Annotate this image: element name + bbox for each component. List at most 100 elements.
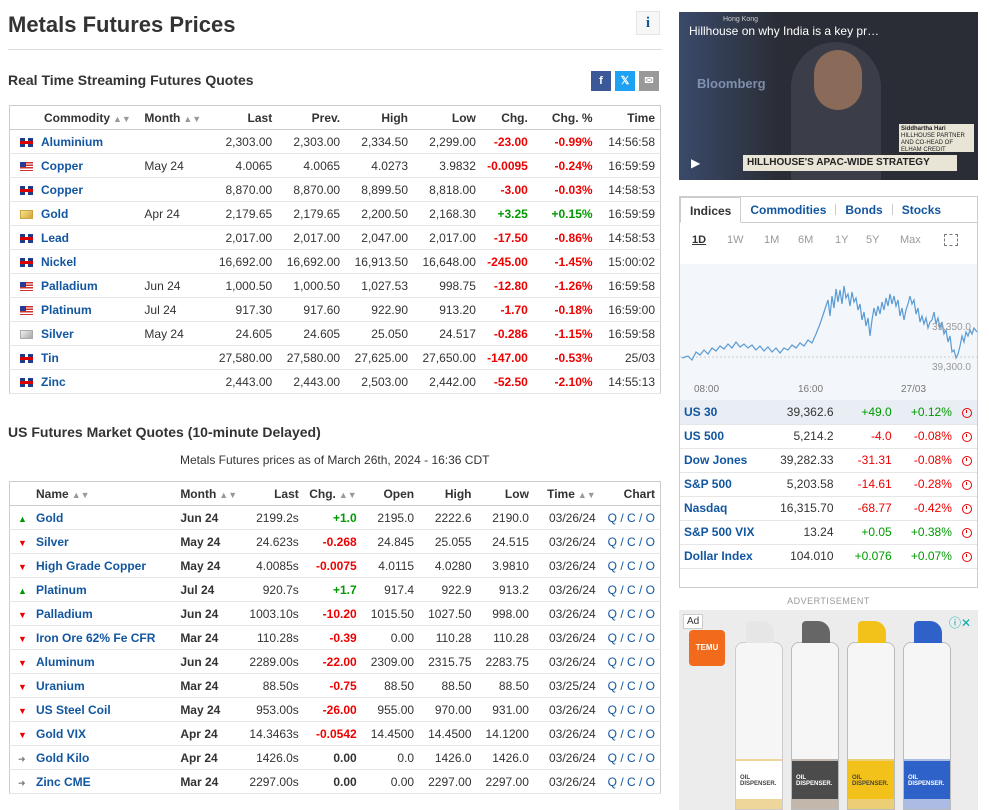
futures-link[interactable]: Platinum [36,582,87,597]
chart-links[interactable]: Q / C / O [600,673,661,698]
email-icon[interactable]: ✉ [639,71,659,91]
commodity-link[interactable]: Copper [41,158,83,173]
commodity-link[interactable]: Nickel [41,254,77,269]
index-chart-svg [680,224,977,362]
period-1y[interactable]: 1Y [835,234,849,246]
col-chg[interactable]: Chg. [480,105,533,130]
period-1d[interactable]: 1D [692,234,707,246]
col-high[interactable]: High [419,481,477,506]
futures-link[interactable]: Silver [36,534,69,549]
index-row[interactable]: Dow Jones 39,282.33 -31.31 -0.08% [680,448,977,473]
high-cell: 2,200.50 [345,201,413,226]
col-prev[interactable]: Prev. [277,105,346,130]
commodity-link[interactable]: Platinum [41,302,92,317]
chart-links[interactable]: Q / C / O [600,553,661,578]
index-name-link[interactable]: Nasdaq [680,496,763,521]
index-row[interactable]: US 30 39,362.6 +49.0 +0.12% [680,400,977,425]
ad-bottle-label: OIL DISPENSER. [792,761,838,799]
index-name-link[interactable]: Dow Jones [680,448,763,473]
chart-links[interactable]: Q / C / O [600,769,661,794]
futures-link[interactable]: Iron Ore 62% Fe CFR [36,630,156,645]
period-max[interactable]: Max [900,234,921,246]
chart-links[interactable]: Q / C / O [600,625,661,650]
chart-links[interactable]: Q / C / O [600,697,661,722]
period-6m[interactable]: 6M [798,234,814,246]
chart-links[interactable]: Q / C / O [600,505,661,530]
col-last[interactable]: Last [242,481,304,506]
futures-link[interactable]: Uranium [36,678,85,693]
index-row[interactable]: S&P 500 5,203.58 -14.61 -0.28% [680,472,977,497]
chart-links[interactable]: Q / C / O [600,601,661,626]
ad-bottle: OIL DISPENSER. [791,621,839,810]
futures-link[interactable]: Palladium [36,606,93,621]
facebook-icon[interactable]: f [591,71,611,91]
twitter-icon[interactable]: 𝕏 [615,71,635,91]
index-chart[interactable]: 1D 1W 1M 6M 1Y 5Y Max 39,350.0 39,300.0 08:00 … [680,224,977,402]
commodity-link[interactable]: Gold [41,206,69,221]
col-chg-pct[interactable]: Chg. % [532,105,598,130]
chart-links[interactable]: Q / C / O [600,649,661,674]
futures-link[interactable]: Gold VIX [36,726,87,741]
index-row[interactable]: S&P 500 VIX 13.24 +0.05 +0.38% [680,520,977,545]
clock-cell [956,424,977,449]
col-month[interactable]: Month ▲▼ [139,105,210,130]
arrow-down-icon: ▼ [18,561,27,572]
period-1m[interactable]: 1M [764,234,780,246]
index-row[interactable]: Dollar Index 104.010 +0.076 +0.07% [680,544,977,569]
tab-stocks[interactable]: Stocks [901,203,942,217]
futures-link[interactable]: Gold [36,510,64,525]
col-low[interactable]: Low [476,481,534,506]
chart-links[interactable]: Q / C / O [600,529,661,554]
period-1w[interactable]: 1W [727,234,744,246]
chart-links[interactable]: Q / C / O [600,745,661,770]
col-low[interactable]: Low [413,105,481,130]
commodity-cell: Gold [9,201,140,226]
commodity-link[interactable]: Aluminium [41,134,103,149]
index-name-link[interactable]: Dollar Index [680,544,763,569]
index-chg: +0.076 [838,544,897,569]
open-cell: 4.0115 [361,553,420,578]
commodity-link[interactable]: Tin [41,350,59,365]
last-cell: 4.0065 [209,153,278,178]
play-icon[interactable]: ▶ [691,156,701,170]
futures-link[interactable]: US Steel Coil [36,702,111,717]
col-commodity[interactable]: Commodity ▲▼ [9,105,140,130]
tab-indices[interactable]: Indices [680,197,742,223]
futures-link[interactable]: High Grade Copper [36,558,147,573]
col-last[interactable]: Last [209,105,278,130]
index-row[interactable]: Nasdaq 16,315.70 -68.77 -0.42% [680,496,977,521]
commodity-link[interactable]: Zinc [41,374,66,389]
col-high[interactable]: High [345,105,413,130]
tab-commodities[interactable]: Commodities [750,203,827,217]
index-row[interactable]: US 500 5,214.2 -4.0 -0.08% [680,424,977,449]
commodity-link[interactable]: Silver [41,326,74,341]
commodity-link[interactable]: Palladium [41,278,98,293]
futures-link[interactable]: Zinc CME [36,774,91,789]
futures-link[interactable]: Aluminum [36,654,95,669]
col-open[interactable]: Open [361,481,420,506]
advertisement[interactable]: OIL DISPENSER. OIL DISPENSER. OIL DISPEN… [679,610,978,810]
index-name-link[interactable]: US 30 [680,400,763,425]
chart-links[interactable]: Q / C / O [600,721,661,746]
last-cell: 2,017.00 [209,225,278,250]
expand-chart-icon[interactable] [944,234,958,246]
info-icon[interactable]: i [636,11,660,35]
last-cell: 2289.00s [242,649,304,674]
col-month[interactable]: Month ▲▼ [175,481,243,506]
col-time[interactable]: Time [597,105,661,130]
col-name[interactable]: Name ▲▼ [9,481,176,506]
index-name-link[interactable]: S&P 500 VIX [680,520,763,545]
futures-link[interactable]: Gold Kilo [36,750,90,765]
ad-info-icon[interactable]: ⓘ✕ [949,616,972,630]
col-chg[interactable]: Chg. ▲▼ [303,481,362,506]
chart-links[interactable]: Q / C / O [600,577,661,602]
index-name-link[interactable]: US 500 [680,424,763,449]
col-time[interactable]: Time ▲▼ [533,481,601,506]
index-name-link[interactable]: S&P 500 [680,472,763,497]
period-5y[interactable]: 5Y [866,234,880,246]
commodity-link[interactable]: Lead [41,230,70,245]
video-player[interactable]: Bloomberg Hong Kong Hillhouse on why Ind… [679,12,978,180]
video-title[interactable]: Hillhouse on why India is a key pr… [689,24,880,38]
commodity-link[interactable]: Copper [41,182,83,197]
tab-bonds[interactable]: Bonds [845,203,883,217]
